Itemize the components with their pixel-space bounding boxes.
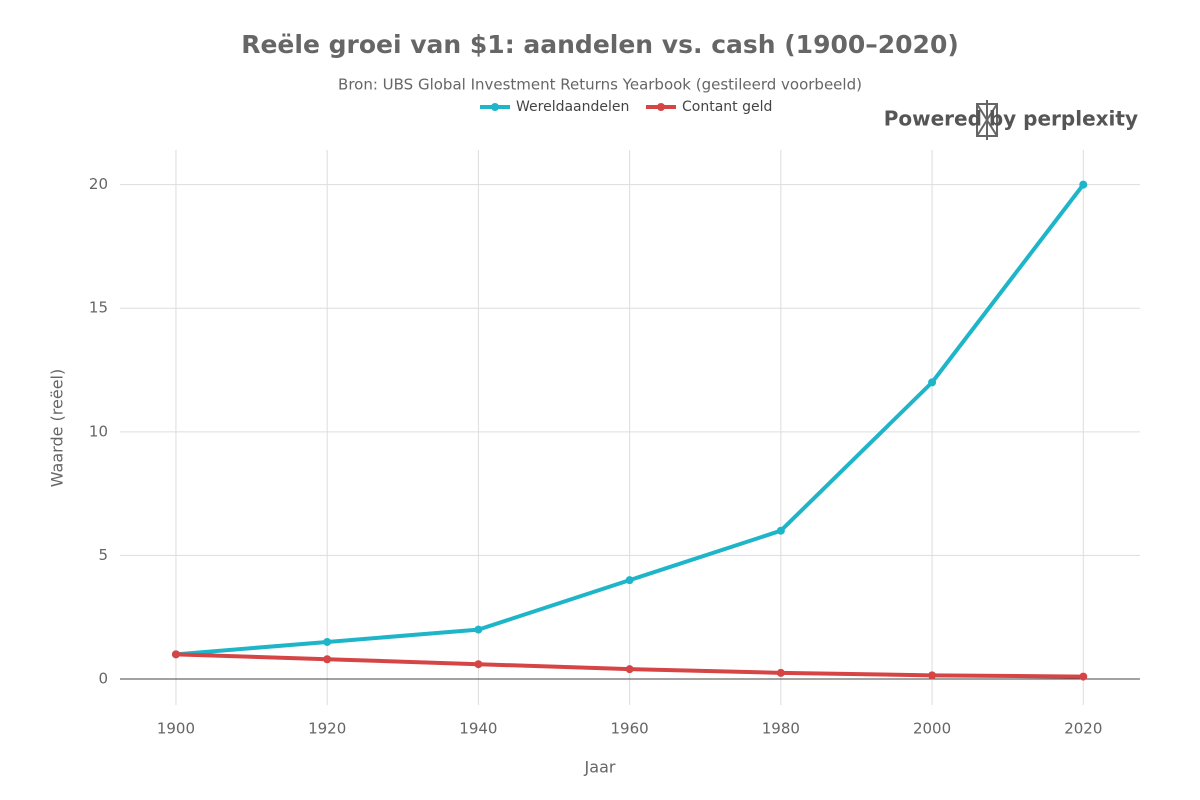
x-tick-label: 2020: [1064, 720, 1102, 738]
point: [1079, 672, 1088, 681]
y-axis-label: Waarde (reëel): [48, 369, 67, 487]
point: [625, 665, 634, 674]
point: [323, 637, 332, 646]
y-tick-label: 0: [98, 670, 108, 688]
legend-label: Wereldaandelen: [516, 99, 629, 115]
point: [928, 378, 937, 387]
legend-swatch: [491, 103, 499, 111]
x-tick-label: 1920: [308, 720, 346, 738]
chart-title: Reële groei van $1: aandelen vs. cash (1…: [241, 30, 959, 59]
point: [474, 625, 483, 634]
point: [776, 526, 785, 535]
chart-subtitle: Bron: UBS Global Investment Returns Year…: [338, 76, 862, 94]
point: [928, 671, 937, 680]
point: [1079, 180, 1088, 189]
point: [323, 655, 332, 664]
logo: [976, 100, 998, 140]
point: [171, 650, 180, 659]
x-tick-label: 2000: [913, 720, 951, 738]
x-tick-label: 1960: [611, 720, 649, 738]
point: [625, 576, 634, 585]
y-tick-label: 5: [98, 546, 108, 564]
x-tick-label: 1940: [459, 720, 497, 738]
x-axis-label: Jaar: [584, 758, 616, 777]
legend-label: Contant geld: [682, 99, 772, 115]
y-tick-label: 10: [89, 422, 108, 440]
legend-swatch: [657, 103, 665, 111]
point: [474, 660, 483, 669]
x-tick-label: 1900: [157, 720, 195, 738]
y-tick-label: 20: [89, 175, 108, 193]
watermark: Powered by perplexity: [884, 107, 1138, 131]
point: [776, 668, 785, 677]
x-tick-label: 1980: [762, 720, 800, 738]
y-tick-label: 15: [89, 299, 108, 317]
